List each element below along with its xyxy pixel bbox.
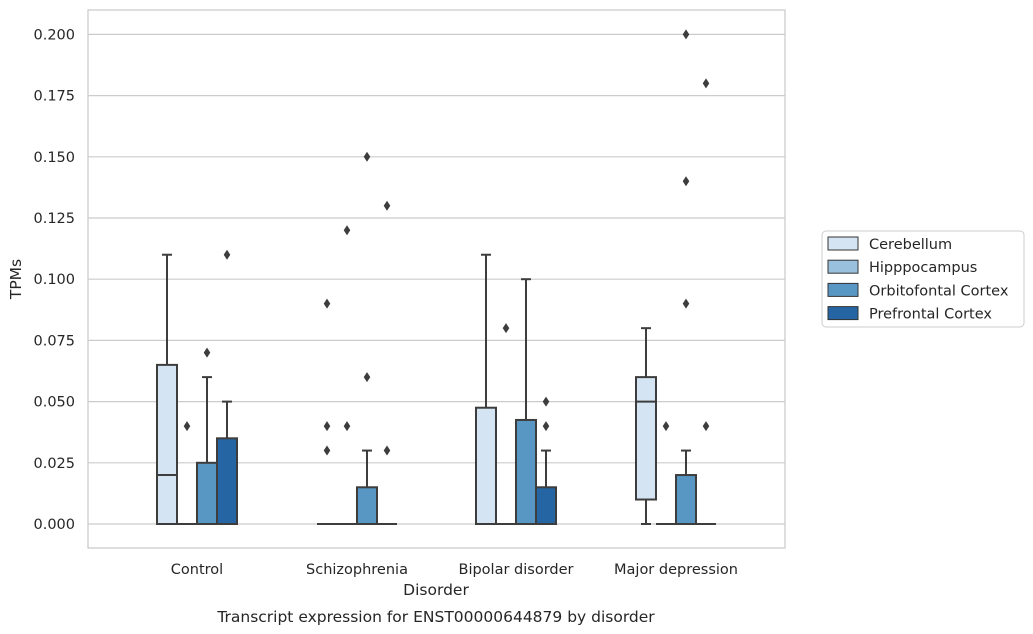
box-cerebellum: [317, 298, 337, 525]
box-prefrontal-cortex: [535, 396, 557, 525]
outlier-point: [682, 176, 690, 187]
box-prefrontal-cortex: [377, 200, 397, 525]
legend-swatch: [827, 282, 859, 297]
outlier-point: [323, 445, 331, 456]
y-tick-label: 0.100: [33, 272, 75, 288]
legend-swatch: [827, 306, 859, 321]
legend: Cerebellum Hipppocampus Orbitofontal Corte…: [821, 230, 1025, 328]
y-tick-label: 0.075: [33, 333, 75, 349]
box-orbitofontal-cortex: [515, 278, 537, 525]
chart-caption: Transcript expression for ENST0000064487…: [216, 608, 655, 626]
x-tick-label: Major depression: [614, 562, 738, 578]
outlier-point: [203, 347, 211, 358]
outlier-point: [343, 225, 351, 236]
box-series: [156, 29, 716, 526]
box-orbitofontal-cortex: [675, 29, 697, 526]
outlier-point: [702, 78, 710, 89]
outlier-point: [383, 445, 391, 456]
outlier-point: [662, 421, 670, 432]
legend-swatch: [827, 236, 859, 251]
box-orbitofontal-cortex: [196, 347, 218, 525]
box-hipppocampus: [496, 323, 516, 525]
box-body: [635, 376, 657, 501]
box-body: [216, 437, 238, 526]
legend-label: Orbitofontal Cortex: [869, 283, 1009, 299]
box-body: [156, 363, 178, 525]
y-tick-label: 0.050: [33, 395, 75, 411]
legend-label: Prefrontal Cortex: [869, 307, 992, 323]
outlier-point: [363, 372, 371, 383]
y-tick-label: 0.200: [33, 27, 75, 43]
grid-lines: [88, 33, 785, 525]
y-tick-label: 0.150: [33, 150, 75, 166]
x-tick-label: Schizophrenia: [306, 562, 408, 578]
legend-label: Hipppocampus: [869, 260, 977, 276]
outlier-point: [323, 298, 331, 309]
box-cerebellum: [635, 327, 657, 525]
y-tick-label: 0.000: [33, 517, 75, 533]
box-body: [356, 486, 378, 525]
box-body: [675, 474, 697, 526]
plot-area-frame: [87, 9, 786, 549]
outlier-point: [542, 421, 550, 432]
box-body: [196, 461, 218, 525]
box-body: [515, 418, 537, 525]
box-cerebellum: [475, 253, 497, 525]
outlier-point: [682, 298, 690, 309]
y-axis-ticks: 0.000 0.025 0.050 0.075 0.100 0.125 0.150 0.175…: [33, 27, 75, 533]
box-body: [535, 486, 557, 525]
box-orbitofontal-cortex: [356, 151, 378, 525]
legend-swatch: [827, 259, 859, 274]
outlier-point: [323, 421, 331, 432]
outlier-point: [223, 249, 231, 260]
box-prefrontal-cortex: [696, 78, 716, 525]
outlier-point: [682, 29, 690, 40]
box-cerebellum: [156, 253, 178, 525]
legend-frame: [821, 230, 1025, 328]
box-prefrontal-cortex: [216, 249, 238, 526]
y-tick-label: 0.025: [33, 456, 75, 472]
outlier-point: [702, 421, 710, 432]
box-body: [475, 406, 497, 525]
x-axis-title: Disorder: [403, 581, 469, 599]
y-axis-title: TPMs: [7, 259, 25, 300]
x-tick-label: Control: [171, 562, 223, 578]
legend-label: Cerebellum: [869, 237, 952, 253]
box-hipppocampus: [656, 421, 676, 525]
outlier-point: [363, 151, 371, 162]
outlier-point: [542, 396, 550, 407]
y-tick-label: 0.125: [33, 211, 75, 227]
outlier-point: [383, 200, 391, 211]
outlier-point: [502, 323, 510, 334]
box-hipppocampus: [177, 421, 197, 525]
x-tick-label: Bipolar disorder: [459, 562, 574, 578]
box-hipppocampus: [337, 225, 357, 525]
outlier-point: [343, 421, 351, 432]
x-axis-ticks: Control Schizophrenia Bipolar disorder Majo…: [171, 562, 738, 578]
outlier-point: [183, 421, 191, 432]
y-tick-label: 0.175: [33, 89, 75, 105]
